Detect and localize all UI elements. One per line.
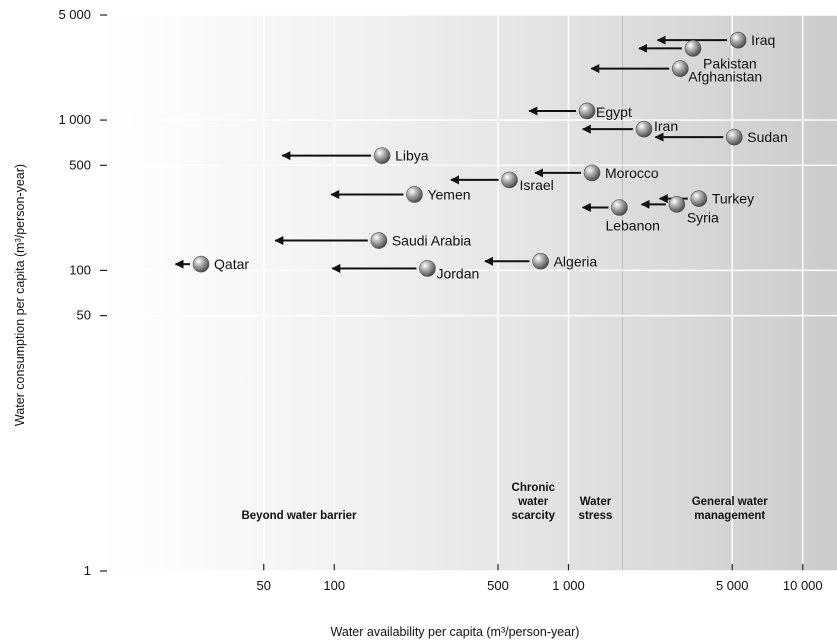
y-tick-label: 1 000 (58, 112, 91, 127)
country-marker (725, 128, 743, 146)
country-label: Saudi Arabia (392, 233, 472, 249)
country-point: Egypt (528, 102, 632, 120)
country-label: Qatar (214, 256, 249, 272)
country-marker (729, 31, 747, 49)
country-label: Iran (654, 118, 678, 134)
country-marker (532, 252, 549, 270)
country-point: Lebanon (581, 199, 660, 234)
zone-label: scarcity (512, 510, 556, 522)
country-point: Jordan (331, 260, 479, 281)
x-axis-title: Water availability per capita (m³/person… (331, 625, 580, 639)
country-point: Yemen (330, 186, 471, 203)
country-label: Yemen (427, 186, 470, 202)
country-label: Egypt (596, 104, 632, 120)
country-marker (684, 40, 702, 57)
country-point: Qatar (174, 255, 249, 273)
y-tick-label: 50 (77, 308, 91, 323)
country-label: Lebanon (605, 218, 660, 234)
zone-label: stress (579, 510, 613, 522)
y-tick-label: 100 (69, 262, 91, 277)
country-point: Pakistan (638, 40, 757, 71)
x-tick-label: 1 000 (552, 578, 585, 593)
country-label: Afghanistan (688, 69, 762, 85)
country-marker (611, 199, 628, 216)
zone-label: Water (580, 496, 612, 508)
country-label: Libya (395, 148, 429, 164)
country-marker (406, 186, 423, 203)
country-point: Afghanistan (590, 60, 762, 85)
country-label: Turkey (712, 191, 754, 207)
x-tick-label: 50 (257, 578, 271, 593)
country-point: Algeria (484, 252, 598, 270)
country-marker (370, 232, 388, 249)
x-tick-label: 500 (487, 578, 509, 593)
y-tick-label: 5 000 (58, 7, 91, 22)
zone-label: Beyond water barrier (241, 510, 357, 522)
country-point: Israel (450, 171, 554, 193)
country-marker (419, 260, 436, 277)
country-label: Israel (520, 177, 554, 193)
y-tick-label: 500 (69, 157, 91, 172)
zone-label: water (517, 496, 549, 508)
country-marker (635, 120, 653, 138)
country-point: Sudan (654, 128, 788, 146)
country-label: Algeria (554, 253, 598, 269)
zone-label: management (694, 510, 765, 522)
country-marker (671, 60, 689, 77)
grid-lines (100, 14, 837, 572)
country-marker (501, 171, 518, 189)
country-label: Sudan (747, 129, 787, 145)
x-tick-label: 100 (323, 578, 345, 593)
country-label: Jordan (436, 265, 479, 281)
country-point: Iran (581, 118, 678, 138)
country-label: Iraq (751, 32, 775, 48)
y-axis-title: Water consumption per capita (m³/person-… (13, 164, 27, 426)
x-tick-label: 5 000 (716, 578, 749, 593)
country-marker (192, 255, 210, 273)
country-marker (690, 190, 708, 207)
zone-labels: Beyond water barrier Chronic water scarcity… (241, 482, 768, 522)
y-tick-label: 1 (84, 563, 91, 578)
country-marker (583, 164, 601, 182)
country-point: Morocco (534, 164, 659, 182)
plot-background (100, 15, 837, 571)
x-tick-labels: 50 100 500 1 000 5 000 10 000 (257, 578, 823, 593)
country-marker (373, 147, 391, 164)
country-label: Syria (687, 209, 719, 225)
country-marker (668, 196, 686, 213)
country-label: Pakistan (703, 55, 757, 71)
y-tick-labels: 1 50 100 500 1 000 5 000 (58, 7, 91, 578)
country-point: Syria (640, 196, 719, 225)
country-point: Saudi Arabia (274, 232, 472, 249)
zone-label: Chronic (512, 482, 556, 494)
country-marker (578, 102, 596, 120)
country-point: Libya (281, 147, 429, 164)
x-tick-label: 10 000 (783, 578, 823, 593)
zone-label: General water (692, 496, 769, 508)
country-label: Morocco (605, 165, 659, 181)
